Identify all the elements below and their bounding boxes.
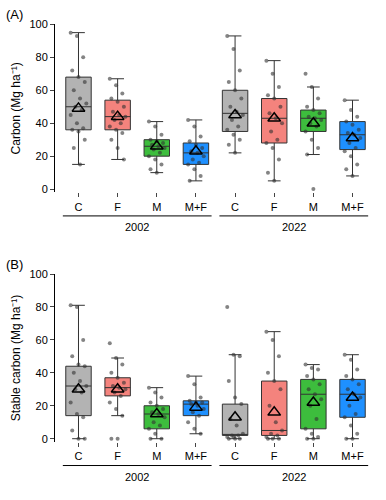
svg-text:F: F: [114, 201, 121, 213]
svg-text:C: C: [231, 201, 239, 213]
svg-text:40: 40: [36, 117, 48, 129]
svg-text:M: M: [152, 450, 161, 462]
svg-text:100: 100: [29, 268, 47, 280]
svg-text:F: F: [114, 450, 121, 462]
svg-text:2002: 2002: [125, 221, 149, 233]
svg-text:M+F: M+F: [341, 201, 364, 213]
svg-text:F: F: [271, 201, 278, 213]
svg-text:C: C: [75, 201, 83, 213]
svg-text:100: 100: [29, 18, 47, 30]
svg-text:60: 60: [36, 334, 48, 346]
svg-text:40: 40: [36, 367, 48, 379]
svg-text:(B): (B): [6, 257, 23, 272]
svg-text:C: C: [231, 450, 239, 462]
svg-text:2022: 2022: [282, 221, 306, 233]
svg-text:20: 20: [36, 150, 48, 162]
svg-text:M: M: [309, 450, 318, 462]
svg-text:C: C: [75, 450, 83, 462]
svg-text:M+F: M+F: [185, 450, 208, 462]
svg-text:Stable carbon (Mg ha⁻¹): Stable carbon (Mg ha⁻¹): [9, 295, 23, 422]
svg-text:2002: 2002: [125, 471, 149, 483]
svg-text:80: 80: [36, 301, 48, 313]
svg-text:20: 20: [36, 400, 48, 412]
svg-text:80: 80: [36, 51, 48, 63]
svg-text:(A): (A): [6, 7, 23, 22]
svg-text:F: F: [271, 450, 278, 462]
svg-text:M: M: [309, 201, 318, 213]
svg-text:0: 0: [42, 433, 48, 445]
svg-text:M+F: M+F: [341, 450, 364, 462]
svg-text:M+F: M+F: [185, 201, 208, 213]
svg-text:60: 60: [36, 84, 48, 96]
svg-text:2022: 2022: [282, 471, 306, 483]
svg-text:0: 0: [42, 183, 48, 195]
svg-text:Carbon (Mg ha⁻¹): Carbon (Mg ha⁻¹): [9, 62, 23, 154]
svg-text:M: M: [152, 201, 161, 213]
